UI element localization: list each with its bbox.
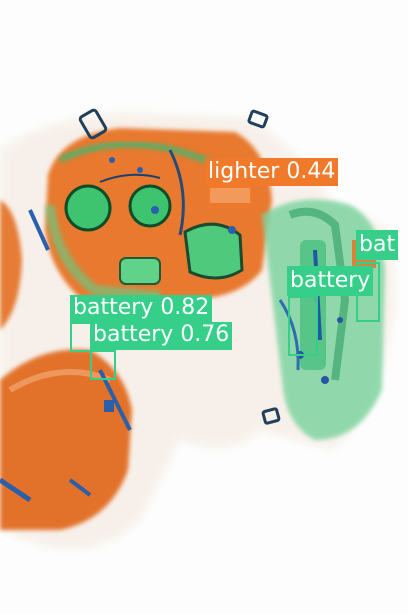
detection-box: [208, 186, 252, 208]
detection-box: [288, 296, 318, 356]
detection-label: lighter 0.44: [205, 158, 339, 186]
detection-box: [90, 350, 116, 380]
detection-label: battery 0.82: [70, 295, 213, 322]
detection-label: bat: [356, 230, 399, 260]
bag-bottom-left: [0, 349, 132, 530]
detection-label: battery 0.76: [90, 322, 233, 350]
bag-top-center: [45, 128, 272, 301]
detection-label: battery: [287, 266, 374, 296]
